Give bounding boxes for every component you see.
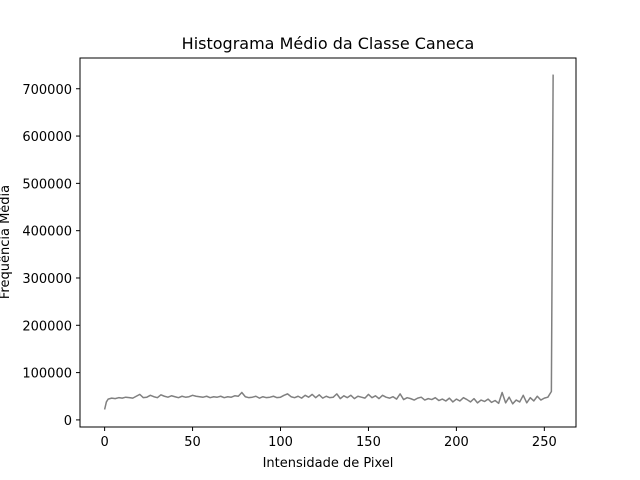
y-tick-label: 200000 <box>22 319 72 334</box>
y-tick-label: 300000 <box>22 272 72 287</box>
x-tick-label: 200 <box>444 435 469 450</box>
x-axis-ticks: 0 50 100 150 200 250 <box>100 427 557 450</box>
y-tick-label: 500000 <box>22 177 72 192</box>
y-tick-label: 0 <box>64 414 72 429</box>
y-tick-label: 600000 <box>22 130 72 145</box>
x-tick-label: 150 <box>356 435 381 450</box>
y-tick-label: 400000 <box>22 225 72 240</box>
plot-area <box>103 74 554 410</box>
x-tick-label: 50 <box>184 435 201 450</box>
x-axis-label: Intensidade de Pixel <box>263 456 394 471</box>
y-axis-ticks: 0 100000 200000 300000 400000 500000 600000 700… <box>22 83 80 429</box>
y-tick-label: 100000 <box>22 367 72 382</box>
x-tick-label: 100 <box>268 435 293 450</box>
y-axis-label: Frequência Média <box>0 185 13 299</box>
series-line <box>103 74 554 410</box>
y-tick-label: 700000 <box>22 83 72 98</box>
chart-title: Histograma Médio da Classe Caneca <box>182 34 475 53</box>
x-tick-label: 0 <box>100 435 108 450</box>
x-tick-label: 250 <box>532 435 557 450</box>
plot-frame <box>79 57 577 428</box>
